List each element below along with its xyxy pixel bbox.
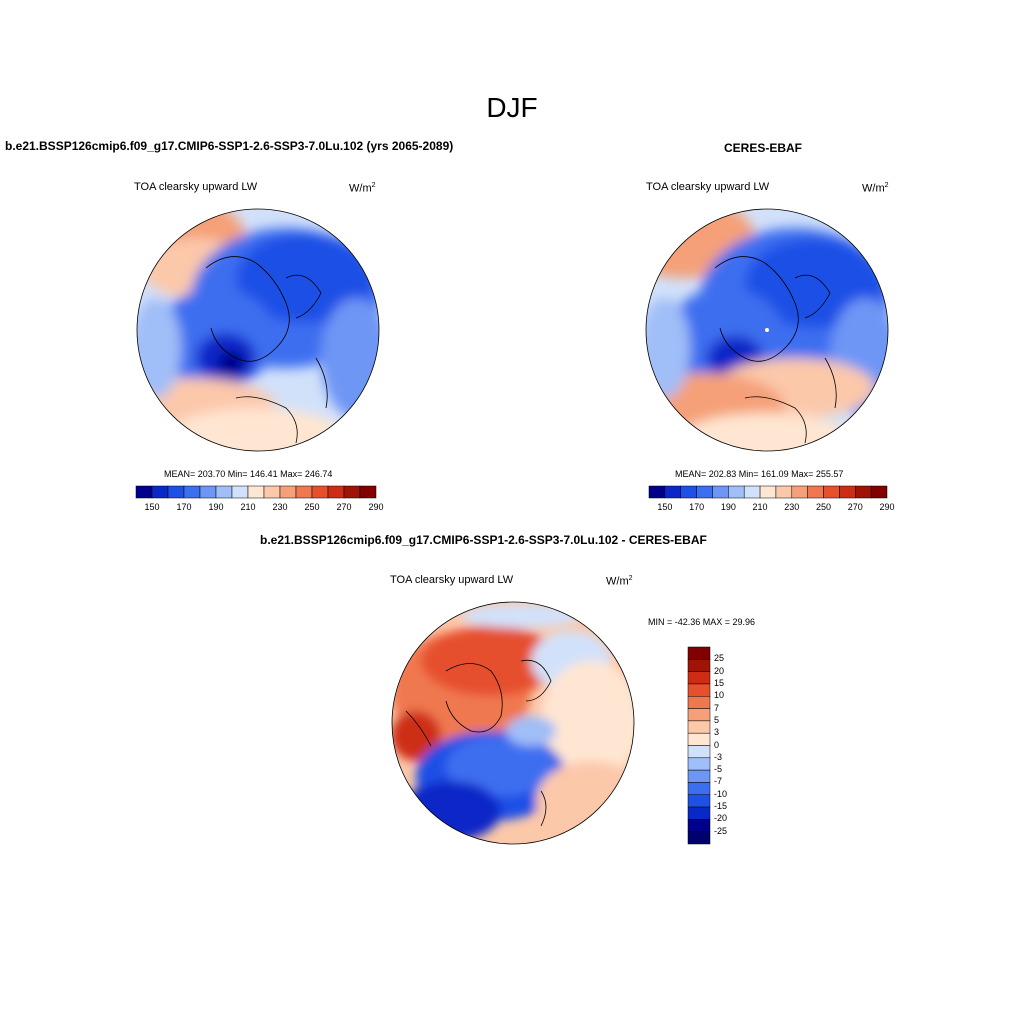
- colorbar-swatch: [687, 782, 711, 795]
- colorbar-swatch: [687, 769, 711, 783]
- colorbar-swatch: [687, 708, 711, 722]
- colorbar-swatch: [687, 757, 711, 771]
- colorbar-swatch: [215, 485, 233, 499]
- colorbar-label: 150: [657, 502, 673, 512]
- colorbar-label: 3: [714, 727, 720, 738]
- colorbar-label: 0: [714, 739, 720, 750]
- colorbar-label: 230: [272, 502, 288, 512]
- panel1-colorbar-labels: 150 170 190 210 230 250 270 290: [136, 502, 383, 514]
- panel3-colorbar: [687, 646, 711, 845]
- colorbar-swatch: [687, 794, 711, 808]
- colorbar-label: 230: [784, 502, 800, 512]
- colorbar-swatch: [135, 485, 153, 499]
- panel1-stats: MEAN= 203.70 Min= 146.41 Max= 246.74: [164, 469, 333, 479]
- panel3-polar-map: [391, 601, 635, 845]
- panel2-units: W/m2: [862, 182, 889, 195]
- colorbar-swatch: [199, 485, 217, 499]
- colorbar-swatch: [311, 485, 329, 499]
- colorbar-label: -25: [714, 825, 728, 836]
- colorbar-swatch: [687, 659, 711, 672]
- panel1-units: W/m2: [349, 182, 376, 195]
- colorbar-label: 7: [714, 702, 720, 713]
- colorbar-swatch: [183, 485, 201, 499]
- colorbar-label: 270: [336, 502, 352, 512]
- colorbar-swatch: [231, 485, 249, 499]
- panel2-colorbar-labels: 150 170 190 210 230 250 270 290: [649, 502, 894, 514]
- colorbar-swatch: [295, 485, 313, 499]
- colorbar-swatch: [687, 745, 711, 759]
- colorbar-label: -5: [714, 764, 723, 775]
- colorbar-swatch: [648, 485, 666, 499]
- colorbar-label: 270: [847, 502, 863, 512]
- panel3-case-title: b.e21.BSSP126cmip6.f09_g17.CMIP6-SSP1-2.…: [260, 533, 707, 547]
- colorbar-swatch: [696, 485, 713, 499]
- colorbar-swatch: [687, 831, 711, 845]
- colorbar-swatch: [855, 485, 872, 499]
- colorbar-label: -10: [714, 788, 728, 799]
- colorbar-swatch: [743, 485, 761, 499]
- colorbar-label: 290: [879, 502, 895, 512]
- colorbar-label: 170: [176, 502, 192, 512]
- page-title: DJF: [486, 92, 538, 123]
- panel3-field-name: TOA clearsky upward LW: [390, 574, 514, 586]
- colorbar-label: 10: [714, 690, 725, 701]
- colorbar-label: 15: [714, 677, 725, 688]
- colorbar-swatch: [167, 485, 185, 499]
- panel1-colorbar: [135, 485, 377, 499]
- colorbar-swatch: [807, 485, 824, 499]
- colorbar-swatch: [775, 485, 793, 499]
- colorbar-label: -3: [714, 751, 723, 762]
- panel2-stats: MEAN= 202.83 Min= 161.09 Max= 255.57: [675, 469, 844, 479]
- colorbar-swatch: [687, 720, 711, 734]
- colorbar-label: 150: [144, 502, 160, 512]
- colorbar-swatch: [823, 485, 840, 499]
- colorbar-label: -15: [714, 801, 728, 812]
- colorbar-label: 190: [208, 502, 224, 512]
- colorbar-swatch: [664, 485, 681, 499]
- colorbar-swatch: [687, 806, 711, 820]
- colorbar-label: 250: [816, 502, 832, 512]
- colorbar-label: -7: [714, 776, 723, 787]
- colorbar-swatch: [343, 485, 361, 499]
- colorbar-swatch: [870, 485, 888, 499]
- colorbar-label: 290: [368, 502, 384, 512]
- colorbar-label: 210: [752, 502, 768, 512]
- panel2-polar-map: [645, 208, 889, 452]
- colorbar-swatch: [327, 485, 345, 499]
- colorbar-swatch: [359, 485, 377, 499]
- colorbar-swatch: [687, 696, 711, 709]
- colorbar-swatch: [759, 485, 777, 499]
- panel2-field-name: TOA clearsky upward LW: [646, 181, 770, 193]
- colorbar-label: 20: [714, 665, 725, 676]
- colorbar-swatch: [263, 485, 281, 499]
- colorbar-label: 5: [714, 714, 720, 725]
- panel3-units: W/m2: [606, 575, 633, 588]
- panel1-field-name: TOA clearsky upward LW: [134, 181, 258, 193]
- panel3-colorbar-labels: 25 20 15 10 7 5 3 0 -3 -5 -7 -10 -15 -20 -25: [714, 647, 754, 844]
- colorbar-swatch: [151, 485, 169, 499]
- colorbar-swatch: [687, 732, 711, 746]
- colorbar-swatch: [728, 485, 745, 499]
- colorbar-label: 25: [714, 653, 725, 664]
- colorbar-swatch: [687, 683, 711, 697]
- colorbar-swatch: [279, 485, 297, 499]
- colorbar-swatch: [791, 485, 808, 499]
- colorbar-swatch: [247, 485, 265, 499]
- panel2-colorbar: [648, 485, 888, 499]
- colorbar-swatch: [687, 646, 711, 660]
- colorbar-label: 210: [240, 502, 256, 512]
- panel2-case-title: CERES-EBAF: [724, 141, 803, 155]
- panel1-polar-map: [136, 208, 380, 452]
- panel3-stats: MIN = -42.36 MAX = 29.96: [648, 617, 756, 627]
- colorbar-swatch: [687, 671, 711, 685]
- colorbar-swatch: [839, 485, 856, 499]
- colorbar-swatch: [712, 485, 729, 499]
- colorbar-label: 190: [720, 502, 736, 512]
- colorbar-label: -20: [714, 813, 728, 824]
- colorbar-label: 170: [689, 502, 705, 512]
- colorbar-swatch: [680, 485, 697, 499]
- colorbar-label: 250: [304, 502, 320, 512]
- panel1-case-title: b.e21.BSSP126cmip6.f09_g17.CMIP6-SSP1-2.…: [5, 139, 454, 153]
- colorbar-swatch: [687, 819, 711, 832]
